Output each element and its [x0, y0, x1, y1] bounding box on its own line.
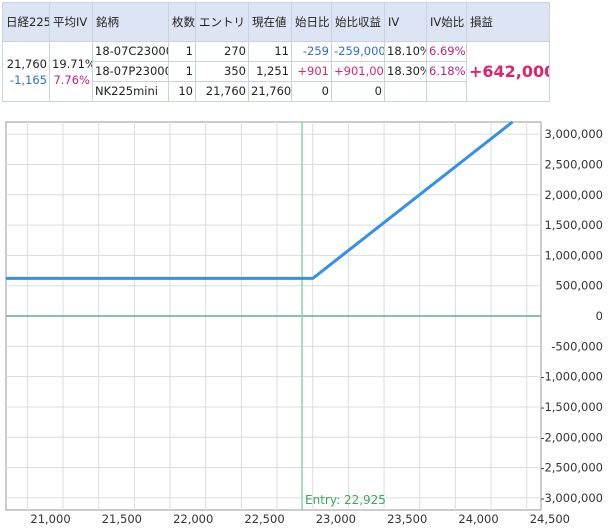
row-change: -259 [291, 41, 332, 62]
x-tick-labels: 21,000 21,500 22,000 22,500 23,000 23,500 24,0… [30, 512, 570, 526]
row-entry: 350 [195, 61, 249, 82]
underlying-cell: 21,760 -1,165 [2, 41, 50, 102]
reference-lines: Entry: 22,925 [6, 122, 541, 510]
row-current: 21,760 [248, 81, 292, 102]
x-tick-label: 22,000 [173, 512, 213, 526]
table-header-row: 日経225 平均IV 銘柄 枚数 エントリ 現在値 始日比 始比収益 IV IV… [2, 2, 550, 42]
row-current: 11 [248, 41, 292, 62]
entry-label: Entry: 22,925 [305, 493, 386, 507]
y-tick-labels: 3,000,000 2,500,000 2,000,000 1,500,000 1,00… [540, 127, 603, 505]
y-tick-label: 3,000,000 [544, 127, 603, 141]
row-change-pnl: -259,000 [331, 41, 385, 62]
row-change: 0 [291, 81, 332, 102]
y-tick-label: -2,000,000 [540, 430, 603, 444]
x-tick-label: 23,500 [387, 512, 427, 526]
row-symbol: 18-07C23000 [92, 41, 169, 62]
header-avg-iv: 平均IV [49, 2, 93, 42]
row-iv [384, 81, 427, 102]
y-tick-label: -2,500,000 [540, 461, 603, 475]
table-row: 21,760 -1,165 19.71% 7.76% 18-07C23000 1… [2, 41, 550, 102]
y-tick-label: -500,000 [551, 339, 603, 353]
total-pnl: +642,000 [466, 41, 550, 102]
row-qty: 1 [168, 41, 196, 62]
payoff-chart: Entry: 22,925 3,000,000 2,500,000 2,000,00… [5, 120, 603, 526]
y-tick-label: -1,500,000 [540, 400, 603, 414]
y-tick-label: 2,000,000 [544, 188, 603, 202]
row-iv-change [426, 81, 467, 102]
row-current: 1,251 [248, 61, 292, 82]
row-symbol: 18-07P23000 [92, 61, 169, 82]
underlying-price: 21,760 [6, 56, 47, 71]
x-tick-label: 21,000 [30, 512, 70, 526]
header-qty: 枚数 [168, 2, 196, 42]
payoff-line [6, 120, 514, 280]
series-layer [6, 120, 514, 280]
header-nikkei225: 日経225 [2, 2, 50, 42]
row-iv-change: 6.69% [426, 41, 467, 62]
header-iv: IV [384, 2, 427, 42]
y-tick-label: -1,000,000 [540, 370, 603, 384]
y-tick-label: 1,000,000 [544, 248, 603, 262]
header-change: 始日比 [291, 2, 332, 42]
header-pnl: 損益 [466, 2, 550, 42]
y-tick-label: 1,500,000 [544, 218, 603, 232]
y-tick-label: 2,500,000 [544, 157, 603, 171]
header-entry: エントリ [195, 2, 249, 42]
underlying-change: -1,165 [9, 72, 47, 87]
avg-iv-value: 19.71% [52, 56, 93, 71]
row-entry: 21,760 [195, 81, 249, 102]
y-tick-label: 0 [596, 309, 603, 323]
row-iv-change: 6.18% [426, 61, 467, 82]
y-tick-label: 500,000 [555, 279, 603, 293]
row-iv: 18.30% [384, 61, 427, 82]
y-tick-label: -3,000,000 [540, 491, 603, 505]
header-iv-change: IV始比 [426, 2, 467, 42]
x-tick-label: 24,000 [458, 512, 498, 526]
row-iv: 18.10% [384, 41, 427, 62]
header-symbol: 銘柄 [92, 2, 169, 42]
row-change-pnl: 0 [331, 81, 385, 102]
header-change-pnl: 始比収益 [331, 2, 385, 42]
row-change: +901 [291, 61, 332, 82]
avg-iv-change: 7.76% [53, 72, 90, 87]
x-tick-label: 24,500 [530, 512, 570, 526]
position-table: 日経225 平均IV 銘柄 枚数 エントリ 現在値 始日比 始比収益 IV IV… [2, 2, 550, 102]
row-symbol: NK225mini [92, 81, 169, 102]
row-entry: 270 [195, 41, 249, 62]
header-current: 現在値 [248, 2, 292, 42]
row-qty: 10 [168, 81, 196, 102]
x-tick-label: 22,500 [244, 512, 284, 526]
table-row: NK225mini 10 21,760 21,760 0 0 [3, 81, 550, 102]
row-qty: 1 [168, 61, 196, 82]
row-change-pnl: +901,000 [331, 61, 385, 82]
x-tick-label: 23,000 [316, 512, 356, 526]
avg-iv-cell: 19.71% 7.76% [49, 41, 93, 102]
x-tick-label: 21,500 [102, 512, 142, 526]
